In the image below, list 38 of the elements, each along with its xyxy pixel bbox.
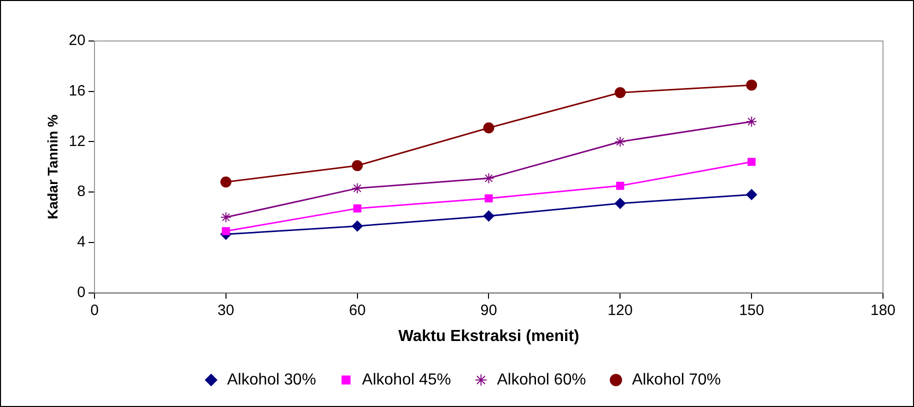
point (746, 80, 758, 91)
y-tick-label: 0 (77, 284, 86, 301)
x-tick-label: 180 (870, 302, 896, 319)
point (352, 220, 363, 232)
x-axis-title: Waktu Ekstraksi (menit) (398, 328, 580, 345)
point (483, 210, 494, 222)
point (748, 158, 756, 166)
point (484, 194, 493, 202)
point (220, 212, 232, 223)
x-tick-label: 150 (739, 302, 764, 319)
point (483, 122, 494, 134)
legend-label: Alkohol 30% (227, 371, 316, 388)
x-tick-label: 90 (480, 302, 498, 319)
point (222, 227, 230, 236)
point (483, 172, 494, 184)
y-tick-label: 16 (68, 82, 86, 100)
point (614, 198, 626, 209)
legend-label: Alkohol 60% (497, 371, 586, 388)
point (614, 87, 626, 98)
point (352, 182, 363, 194)
point (352, 160, 363, 172)
point (616, 182, 624, 190)
point (614, 136, 626, 148)
x-tick-label: 0 (90, 302, 99, 319)
y-tick-label: 12 (68, 132, 86, 150)
x-tick-label: 120 (608, 302, 633, 319)
legend-label: Alkohol 45% (362, 371, 452, 388)
x-tick-label: 60 (348, 302, 366, 319)
y-axis-title: Kadar Tannin % (44, 114, 60, 220)
point (746, 116, 758, 128)
point (220, 176, 232, 188)
point (353, 204, 362, 212)
y-tick-label: 8 (77, 183, 86, 200)
point (746, 189, 758, 200)
legend-label: Alkohol 70% (632, 371, 721, 388)
y-tick-label: 4 (77, 234, 86, 251)
x-tick-label: 30 (218, 302, 234, 319)
y-tick-label: 20 (68, 32, 86, 50)
